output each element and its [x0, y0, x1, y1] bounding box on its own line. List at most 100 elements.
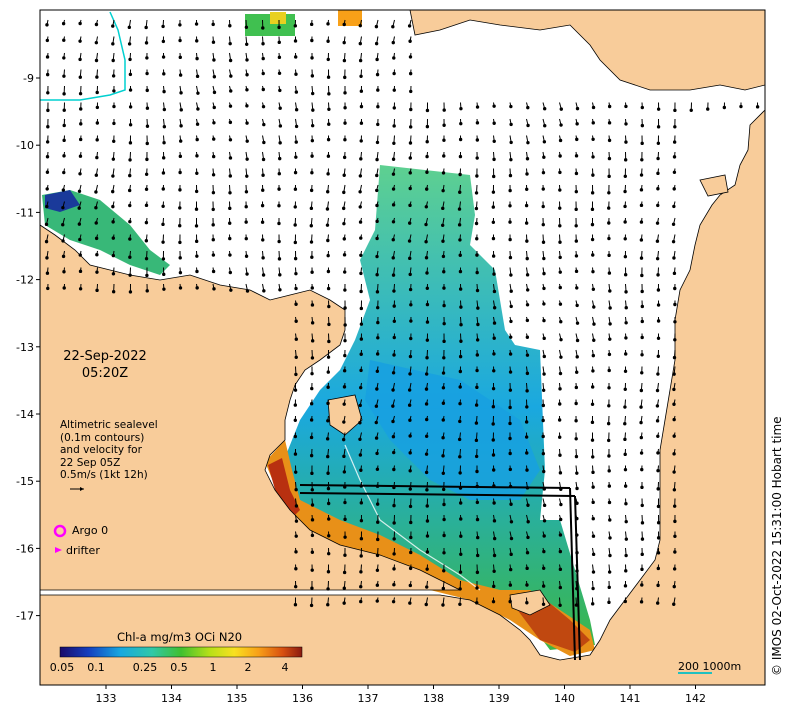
velocity-arrow-head	[624, 140, 628, 144]
velocity-arrow-head	[343, 535, 347, 539]
velocity-arrow-head	[606, 438, 611, 443]
velocity-arrow-head	[277, 187, 281, 191]
velocity-arrow-head	[359, 501, 364, 505]
velocity-arrow-head	[392, 124, 396, 128]
velocity-arrow-head	[375, 305, 380, 310]
legend-line: 22 Sep 05Z	[60, 456, 121, 469]
velocity-arrow-head	[656, 566, 661, 571]
velocity-arrow-head	[656, 273, 660, 277]
velocity-arrow-head	[342, 58, 347, 63]
velocity-arrow-head	[44, 222, 49, 227]
velocity-arrow-head	[326, 137, 331, 142]
velocity-arrow-head	[508, 237, 512, 242]
velocity-arrow-head	[673, 125, 677, 129]
velocity-arrow-head	[575, 486, 579, 491]
velocity-arrow-head	[294, 550, 298, 554]
velocity-arrow-head	[491, 220, 496, 224]
velocity-arrow-head	[375, 583, 380, 587]
land-new-guinea	[409, 9, 766, 91]
velocity-arrow-head	[261, 256, 265, 260]
velocity-arrow-head	[376, 520, 380, 524]
velocity-arrow-head	[228, 120, 233, 125]
velocity-arrow-head	[525, 468, 529, 472]
velocity-arrow-head	[358, 58, 363, 63]
colorbar-title: Chl-a mg/m3 OCi N20	[117, 630, 243, 644]
velocity-arrow-head	[475, 237, 479, 241]
velocity-arrow-head	[359, 236, 363, 240]
velocity-arrow-head	[326, 501, 331, 506]
velocity-arrow-head	[509, 273, 513, 277]
velocity-arrow-head	[474, 454, 479, 459]
velocity-arrow-head	[61, 222, 65, 227]
velocity-arrow-head	[326, 269, 331, 274]
velocity-arrow-head	[211, 173, 216, 177]
velocity-arrow-head	[310, 568, 314, 572]
velocity-arrow-head	[310, 586, 314, 590]
velocity-arrow-head	[525, 239, 529, 243]
velocity-arrow-head	[541, 434, 545, 439]
velocity-arrow-head	[392, 503, 396, 508]
velocity-arrow-head	[342, 40, 346, 45]
velocity-arrow-head	[491, 386, 496, 391]
velocity-arrow-head	[574, 269, 579, 274]
velocity-arrow-head	[543, 124, 547, 128]
velocity-arrow-head	[62, 138, 66, 143]
velocity-arrow-head	[278, 273, 282, 277]
velocity-arrow-head	[375, 467, 380, 471]
velocity-arrow-head	[326, 75, 331, 79]
velocity-arrow-head	[459, 106, 463, 111]
velocity-arrow-head	[689, 108, 693, 112]
velocity-arrow-head	[293, 187, 298, 191]
velocity-arrow-head	[624, 122, 628, 126]
velocity-arrow-head	[474, 438, 479, 443]
copyright-text: © IMOS 02-Oct-2022 15:31:00 Hobart time	[770, 416, 784, 676]
velocity-arrow-head	[145, 71, 149, 76]
velocity-arrow-head	[244, 205, 248, 209]
velocity-arrow-head	[509, 319, 513, 324]
velocity-arrow-head	[145, 157, 149, 162]
velocity-arrow-head	[211, 238, 215, 242]
velocity-arrow-head	[78, 172, 82, 176]
velocity-arrow-head	[211, 207, 215, 212]
velocity-arrow-head	[112, 139, 116, 143]
velocity-arrow-head	[574, 189, 579, 194]
velocity-arrow-head	[425, 271, 429, 275]
velocity-arrow-head	[606, 421, 611, 426]
legend-line: 0.5m/s (1kt 12h)	[60, 469, 148, 481]
lat-tick-label: -9	[23, 72, 34, 85]
velocity-arrow-head	[408, 566, 413, 571]
velocity-arrow-head	[408, 71, 413, 76]
velocity-arrow-head	[508, 421, 512, 426]
velocity-arrow-head	[162, 272, 166, 277]
velocity-arrow-head	[128, 72, 133, 77]
velocity-arrow-head	[195, 122, 200, 126]
isobath-line	[40, 11, 126, 101]
velocity-arrow-head	[441, 171, 446, 175]
velocity-arrow-head	[459, 517, 463, 521]
velocity-arrow-head	[294, 337, 299, 341]
velocity-arrow-head	[326, 238, 330, 243]
velocity-arrow-head	[442, 270, 446, 274]
velocity-arrow-head	[392, 552, 396, 556]
velocity-arrow-head	[62, 108, 66, 112]
velocity-arrow-head	[591, 455, 595, 459]
velocity-arrow-head	[541, 418, 545, 423]
velocity-arrow-head	[591, 353, 596, 358]
velocity-arrow-head	[608, 322, 612, 326]
velocity-arrow-head	[359, 352, 363, 356]
velocity-arrow-head	[326, 253, 330, 258]
velocity-arrow-head	[358, 437, 362, 442]
velocity-arrow-head	[458, 190, 462, 194]
lat-tick-label: -10	[16, 139, 34, 152]
velocity-arrow-head	[591, 552, 596, 557]
velocity-arrow-head	[342, 253, 347, 257]
velocity-arrow-head	[376, 320, 380, 325]
drifter-icon	[55, 547, 62, 553]
velocity-arrow-head	[375, 451, 379, 456]
velocity-arrow-head	[425, 550, 430, 554]
velocity-arrow-head	[558, 170, 562, 175]
velocity-arrow-head	[45, 155, 50, 159]
velocity-arrow-head	[458, 287, 463, 291]
velocity-arrow-head	[640, 583, 644, 587]
velocity-arrow-head	[442, 533, 446, 538]
